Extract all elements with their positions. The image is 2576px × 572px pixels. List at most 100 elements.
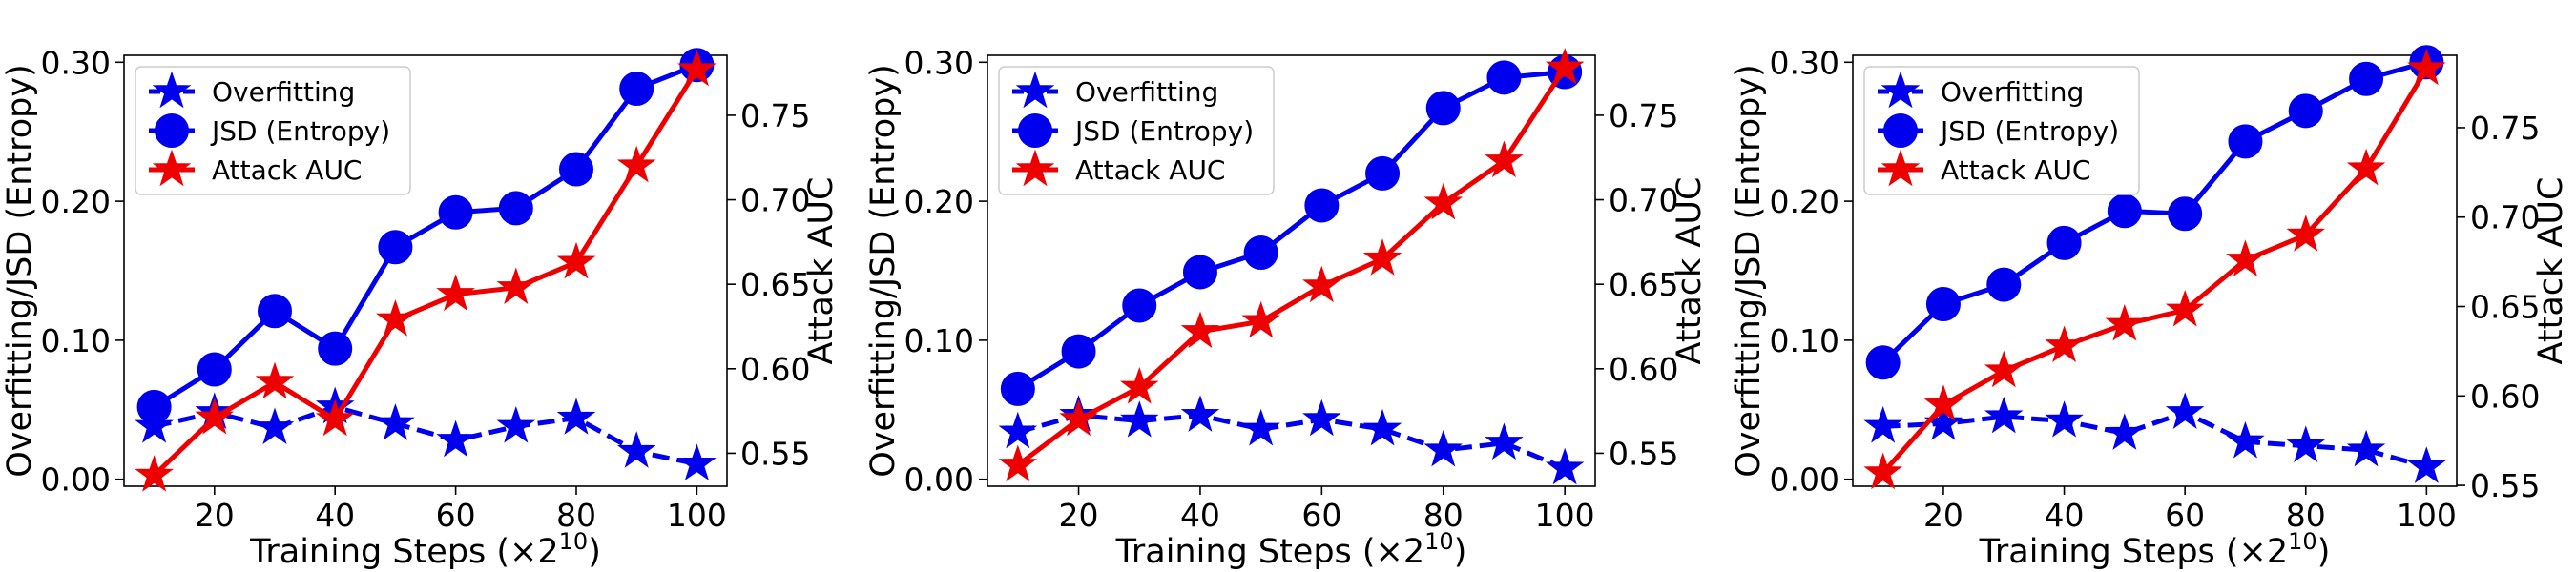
chart-3: 20 40 60 80 100 0.00 0.10 0.20 0.30 0.55 0.60 0.65 0…: [1730, 44, 2570, 571]
x-tick-label: 80: [1423, 497, 1464, 534]
chart-2: 20 40 60 80 100 0.00 0.10 0.20 0.30 0.55 0.60 0.65 0…: [864, 44, 1709, 571]
data-point: [2165, 290, 2205, 327]
legend-label: Overfitting: [1941, 76, 2084, 108]
data-point: [677, 443, 717, 480]
x-tick-label: 100: [2397, 497, 2457, 534]
data-point: [1986, 267, 2022, 302]
data-point: [1362, 238, 1402, 276]
legend-label: Overfitting: [212, 76, 355, 108]
data-point: [2407, 48, 2446, 86]
data-point: [2407, 446, 2446, 483]
series-line: [153, 62, 698, 410]
data-point: [1984, 350, 2024, 388]
data-point: [438, 194, 473, 230]
legend-marker: [155, 113, 189, 148]
plot-frame: [123, 54, 728, 487]
x-tick-label: 100: [667, 497, 727, 534]
y2-tick-label: 0.60: [1609, 351, 1678, 388]
y-tick-label: 0.30: [904, 44, 974, 81]
data-point: [1365, 155, 1401, 191]
data-point: [1302, 265, 1341, 303]
y2-tick-label: 0.70: [740, 182, 810, 219]
series-attack-auc: [1863, 48, 2446, 490]
x-tick-label: 40: [315, 497, 355, 534]
series-jsd-entropy: [1000, 54, 1583, 406]
data-point: [2349, 61, 2384, 96]
data-point: [378, 230, 413, 265]
series-line: [1882, 410, 2428, 469]
data-point: [1545, 48, 1585, 85]
data-point: [1302, 398, 1341, 437]
plot-frame: [1852, 54, 2458, 487]
y2-tick-label: 0.75: [2470, 110, 2540, 147]
data-point: [1119, 400, 1159, 438]
x-axis-label: Training Steps (×210): [1979, 528, 2331, 571]
x-tick-label: 60: [2165, 497, 2205, 534]
y2-tick-label: 0.75: [1609, 97, 1678, 134]
y-tick-label: 0.30: [1770, 44, 1839, 81]
y2-tick-label: 0.65: [1609, 266, 1678, 303]
series-line: [1016, 70, 1566, 392]
data-point: [1182, 255, 1217, 290]
y2-tick-label: 0.55: [2470, 467, 2540, 504]
y2-tick-label: 0.65: [740, 266, 810, 303]
data-point: [1485, 140, 1524, 178]
legend: Overfitting JSD (Entropy) Attack AUC: [998, 66, 1275, 195]
data-point: [1863, 406, 1902, 443]
data-point: [135, 455, 174, 492]
data-point: [616, 145, 656, 183]
legend-label: JSD (Entropy): [210, 115, 390, 147]
y-tick-label: 0.20: [1770, 183, 1839, 220]
data-point: [2226, 239, 2265, 276]
data-point: [1304, 188, 1340, 223]
x-tick-label: 20: [195, 497, 235, 534]
data-point: [1485, 422, 1524, 460]
data-point: [436, 419, 475, 458]
data-point: [1243, 235, 1278, 271]
legend-marker: [1883, 113, 1918, 148]
y2-tick-label: 0.70: [1609, 182, 1678, 219]
data-point: [376, 403, 415, 440]
data-point: [1119, 367, 1159, 404]
data-point: [255, 361, 295, 399]
data-point: [1423, 429, 1464, 467]
data-point: [1180, 395, 1220, 432]
data-point: [2346, 148, 2386, 186]
x-tick-label: 80: [2286, 497, 2326, 534]
legend-marker: [152, 71, 192, 109]
data-point: [1545, 447, 1585, 485]
series-overfitting: [998, 395, 1585, 485]
y-tick-label: 0.10: [1770, 322, 1839, 359]
data-point: [1241, 300, 1280, 338]
series-line: [154, 404, 697, 467]
y-axis-label: Overfitting/JSD (Entropy): [864, 64, 903, 478]
x-axis-label: Training Steps (×210): [1115, 528, 1467, 571]
data-point: [619, 71, 654, 106]
series-line: [1880, 59, 2428, 365]
data-point: [1984, 396, 2024, 434]
x-tick-label: 20: [1059, 497, 1099, 534]
y2-tick-label: 0.60: [2470, 378, 2540, 415]
data-point: [2045, 400, 2084, 438]
data-point: [2045, 325, 2084, 362]
x-tick-label: 20: [1923, 497, 1963, 534]
y2-tick-label: 0.75: [740, 97, 810, 134]
data-point: [1865, 345, 1901, 380]
data-point: [2346, 429, 2386, 467]
y2-tick-label: 0.55: [740, 435, 810, 472]
data-point: [376, 299, 415, 337]
data-point: [2105, 413, 2145, 450]
data-point: [1061, 334, 1096, 369]
legend-box: [1863, 66, 2140, 195]
data-point: [135, 405, 174, 443]
data-point: [2165, 392, 2205, 429]
series-overfitting: [135, 386, 717, 480]
y-tick-label: 0.00: [1770, 461, 1839, 499]
legend-marker: [1880, 149, 1921, 187]
legend-marker: [152, 149, 192, 187]
data-point: [2288, 93, 2323, 129]
x-tick-label: 100: [1535, 497, 1595, 534]
data-point: [255, 407, 295, 444]
series-overfitting: [1863, 392, 2446, 483]
